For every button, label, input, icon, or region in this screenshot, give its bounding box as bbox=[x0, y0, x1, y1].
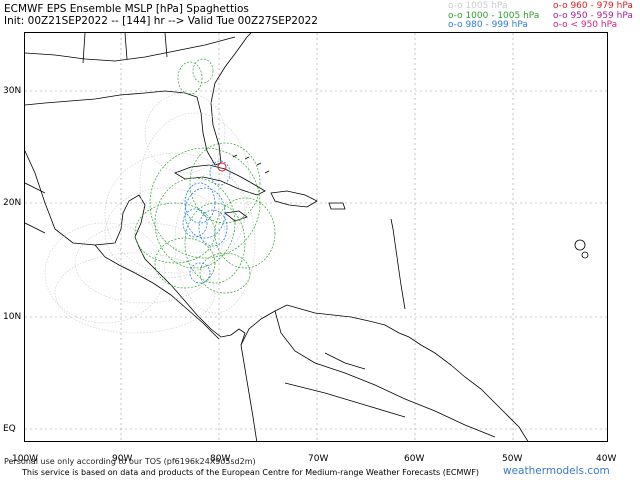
lon-label-100w: 100W bbox=[12, 454, 39, 464]
legend-entry-1005: o-o 1005 hPa bbox=[448, 1, 508, 11]
lon-label-50w: 50W bbox=[502, 454, 523, 464]
tos-overlay: Personal use only according to our TOS (… bbox=[4, 457, 256, 466]
legend-entry-950-959: o-o 950 - 959 hPa bbox=[553, 10, 633, 21]
brand-link[interactable]: weathermodels.com bbox=[503, 465, 610, 477]
lon-label-90w: 90W bbox=[112, 454, 133, 464]
lon-label-70w: 70W bbox=[308, 454, 329, 464]
legend-entry-under-950: o-o < 950 hPa bbox=[553, 20, 618, 31]
map-panel bbox=[24, 32, 608, 442]
lat-label-eq: EQ bbox=[3, 424, 16, 434]
lon-label-80w: 80W bbox=[210, 454, 231, 464]
tracks-1005 bbox=[44, 92, 256, 334]
coastlines bbox=[25, 33, 589, 441]
ecmwf-notice: This service is based on data and produc… bbox=[22, 468, 480, 477]
tracks-980-999 bbox=[182, 160, 231, 284]
title-line-1: ECMWF EPS Ensemble MSLP [hPa] Spaghettio… bbox=[4, 3, 249, 15]
legend-entry-1000-1005: o-o 1000 - 1005 hPa bbox=[448, 10, 540, 21]
legend-entry-960-979: o-o 960 - 979 hPa bbox=[553, 1, 633, 11]
chart-title: ECMWF EPS Ensemble MSLP [hPa] Spaghettio… bbox=[4, 3, 318, 27]
lat-label-20n: 20N bbox=[3, 198, 22, 208]
tracks-960-979 bbox=[217, 162, 227, 172]
map-canvas bbox=[25, 33, 607, 441]
legend-left: o-o 1005 hPa o-o 1000 - 1005 hPa o-o 980… bbox=[448, 1, 540, 31]
lon-label-40w: 40W bbox=[596, 454, 617, 464]
tracks-1000-1005 bbox=[134, 58, 276, 294]
lat-label-30n: 30N bbox=[3, 86, 22, 96]
legend-entry-980-999: o-o 980 - 999 hPa bbox=[448, 20, 528, 31]
lon-label-60w: 60W bbox=[404, 454, 425, 464]
title-line-2: Init: 00Z21SEP2022 -- [144] hr --> Valid… bbox=[4, 15, 318, 27]
lat-label-10n: 10N bbox=[3, 312, 22, 322]
legend-right: o-o 960 - 979 hPa o-o 950 - 959 hPa o-o … bbox=[553, 1, 633, 31]
graticule bbox=[25, 33, 607, 441]
